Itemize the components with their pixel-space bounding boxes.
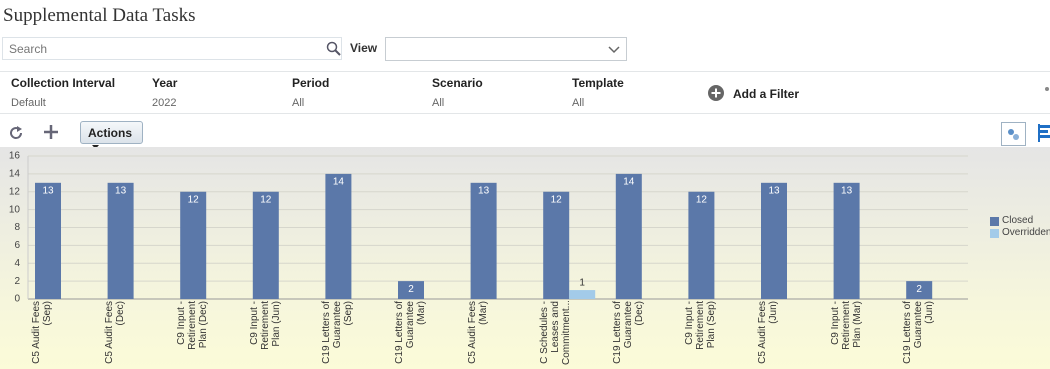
actions-menu[interactable]: Actions <box>80 121 143 149</box>
divider <box>0 71 1050 72</box>
view-select[interactable] <box>385 37 627 61</box>
chart: 0 2 4 6 8 10 12 14 16 13 13 12 12 14 2 13 12 1 14 12 13 13 2 C… <box>0 147 1050 369</box>
x-tick-label: C9 Input - Retirement Plan (Dec) <box>176 301 210 350</box>
x-tick-label: C19 Letters of Guarantee (Mar) <box>394 301 427 364</box>
x-tick-label: C19 Letters of Guarantee (Dec) <box>611 301 645 364</box>
bar <box>615 173 642 299</box>
filter-value[interactable]: 2022 <box>152 97 177 109</box>
x-tick-label: C9 Input - Retirement Plan (Sep) <box>684 301 718 350</box>
filter-label: Period <box>292 76 330 90</box>
actions-label: Actions <box>88 126 133 140</box>
legend-swatch <box>990 217 999 226</box>
legend-label: Closed <box>1002 215 1034 226</box>
chart-plot: 0 2 4 6 8 10 12 14 16 13 13 12 12 14 2 13 12 1 14 12 13 13 2 <box>9 151 999 305</box>
y-tick-label: 4 <box>14 258 20 269</box>
y-tick-label: 6 <box>14 240 20 251</box>
filter-label: Template <box>572 76 624 90</box>
x-tick-label: C5 Audit Fees (Dec) <box>103 301 126 364</box>
data-label: 13 <box>42 185 54 196</box>
search-input[interactable]: Search <box>2 37 342 60</box>
data-label: 13 <box>768 185 780 196</box>
chart-view-toggle[interactable] <box>1001 122 1026 146</box>
search-icon[interactable] <box>326 41 342 57</box>
bar <box>180 191 207 299</box>
bar <box>470 182 497 299</box>
bar <box>398 281 424 299</box>
legend-swatch <box>990 229 999 238</box>
y-tick-label: 12 <box>9 186 21 197</box>
x-tick-label: C5 Audit Fees (Jun) <box>757 301 779 364</box>
list-view-toggle[interactable] <box>1038 124 1050 144</box>
x-tick-label: C9 Input - Retirement Plan (Jun) <box>248 301 282 350</box>
x-tick-label: C5 Audit Fees (Sep) <box>31 301 53 364</box>
filter-label: Collection Interval <box>11 76 116 90</box>
filter-label: Scenario <box>432 76 483 90</box>
x-tick-label: C9 Input - Retirement Plan (Mar) <box>829 301 863 350</box>
data-label: 1 <box>579 278 585 289</box>
data-label: 2 <box>408 284 414 295</box>
data-label: 12 <box>188 194 200 205</box>
x-tick-label: C19 Letters of Guarantee (Sep) <box>321 301 355 364</box>
refresh-button[interactable] <box>9 125 25 141</box>
bar <box>569 290 596 299</box>
page-title: Supplemental Data Tasks <box>3 5 196 26</box>
bar <box>107 182 134 299</box>
bar <box>543 191 570 299</box>
y-tick-label: 8 <box>14 222 20 233</box>
bar <box>688 191 715 299</box>
x-tick-label: C19 Letters of Guarantee (Jun) <box>902 301 936 364</box>
bar <box>252 191 279 299</box>
add-button[interactable] <box>43 124 59 140</box>
data-label: 12 <box>551 194 563 205</box>
data-label: 12 <box>696 194 708 205</box>
data-label: 12 <box>260 194 272 205</box>
data-label: 13 <box>841 185 853 196</box>
filter-value[interactable]: All <box>572 97 585 109</box>
bar <box>906 281 933 299</box>
add-filter[interactable]: Add a Filter <box>733 87 800 101</box>
bar <box>833 182 860 299</box>
filter-value[interactable]: All <box>292 97 305 109</box>
more-dot[interactable] <box>1044 86 1050 92</box>
view-label: View <box>350 41 378 55</box>
bar <box>761 182 787 299</box>
filter-value[interactable]: Default <box>11 97 46 109</box>
bar <box>325 173 352 299</box>
dropdown-arrow <box>608 46 620 54</box>
y-tick-label: 14 <box>9 169 21 180</box>
y-tick-label: 10 <box>9 204 21 215</box>
data-label: 2 <box>916 284 922 295</box>
x-tick-label: C5 Audit Fees (Mar) <box>466 301 489 364</box>
legend-label: Overridden <box>1002 227 1050 238</box>
data-label: 14 <box>333 177 345 188</box>
data-label: 14 <box>623 177 635 188</box>
add-filter-icon[interactable] <box>707 84 725 102</box>
y-tick-label: 2 <box>14 276 20 287</box>
filter-label: Year <box>152 76 178 90</box>
filter-value[interactable]: All <box>432 97 445 109</box>
x-tick-label: C Schedules - Leases and Commitment... <box>539 301 573 365</box>
divider <box>0 113 1050 114</box>
bar <box>35 182 61 299</box>
y-tick-label: 16 <box>9 151 21 162</box>
y-tick-label: 0 <box>14 294 20 305</box>
data-label: 13 <box>478 185 490 196</box>
data-label: 13 <box>115 185 127 196</box>
